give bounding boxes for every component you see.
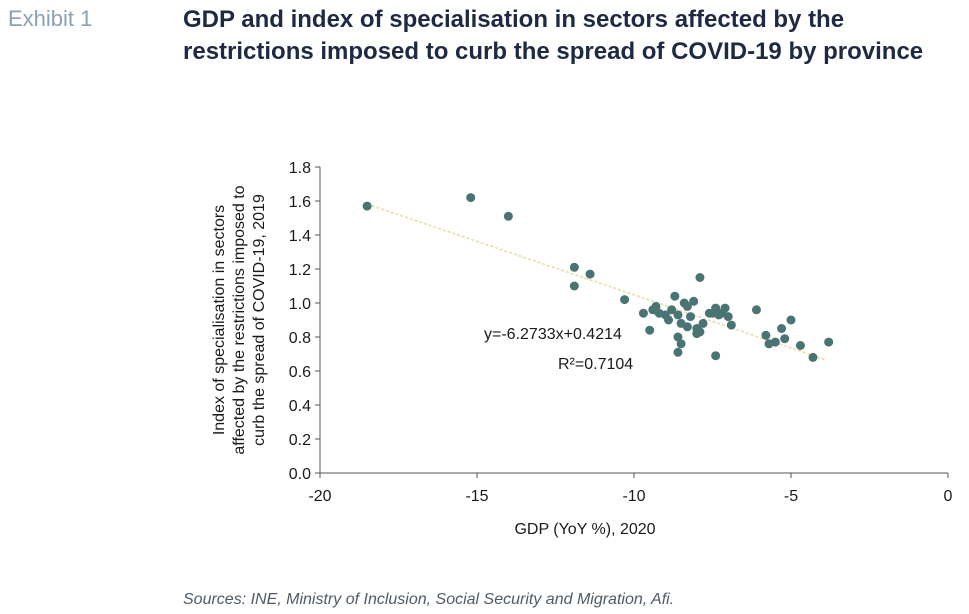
data-point [569,281,579,291]
data-point [824,337,834,347]
y-tick-label: 1.8 [289,160,311,177]
y-axis-label-line-2: affected by the restrictions imposed to [231,185,248,454]
data-point [689,296,699,306]
data-point [751,305,761,315]
x-tick-label: -5 [784,488,798,505]
source-note: Sources: INE, Ministry of Inclusion, Soc… [183,591,675,608]
y-tick-label: 1.2 [289,262,311,279]
y-tick-label: 1.6 [289,194,311,211]
data-point [676,339,686,349]
y-tick-label: 0.2 [289,432,311,449]
exhibit-label: Exhibit 1 [8,6,93,31]
data-point [362,201,372,211]
y-axis-label-line-1: Index of specialisation in sectors [211,205,228,435]
data-point [651,301,661,311]
data-point [682,322,692,332]
data-point [777,324,787,333]
data-point [761,330,771,340]
data-point [667,305,677,315]
y-tick-label: 0.8 [289,330,311,347]
data-point [645,325,655,335]
y-tick-label: 0.4 [289,398,311,415]
trendline-equation: y=-6.2733x+0.4214 [484,326,622,343]
data-point [780,334,790,344]
data-point [585,269,595,279]
x-tick-label: -15 [465,488,488,505]
data-point [795,341,805,350]
data-point [569,262,579,272]
x-axis-label: GDP (YoY %), 2020 [514,521,655,538]
chart-title: GDP and index of specialisation in secto… [183,6,924,65]
data-point [695,327,705,337]
data-point [711,303,721,313]
data-point [686,312,696,322]
data-point [786,315,796,325]
data-point [695,273,705,282]
data-point [726,320,736,330]
data-point [466,193,476,203]
data-point [682,301,692,311]
x-tick-label: -20 [308,488,331,505]
data-point [664,315,674,325]
data-point [673,332,683,342]
data-point [808,352,818,362]
r-squared-annotation: R²=0.7104 [558,356,633,373]
y-tick-label: 1.4 [289,228,311,245]
y-tick-label: 0.0 [289,466,311,483]
data-point [770,337,780,347]
y-tick-label: 1.0 [289,296,311,313]
data-point [673,310,683,320]
data-point [673,347,683,357]
data-point [711,351,721,361]
data-point [720,303,730,313]
data-point [503,211,513,221]
data-point [670,291,680,301]
data-point [698,318,708,328]
data-point [638,308,648,318]
x-tick-label: 0 [944,488,953,505]
y-tick-label: 0.6 [289,364,311,381]
trendline [366,203,826,361]
data-point [620,295,630,305]
data-point [723,312,733,322]
x-tick-label: -10 [622,488,645,505]
y-axis-label-line-3: curb the spread of COVID-19, 2019 [251,194,268,446]
